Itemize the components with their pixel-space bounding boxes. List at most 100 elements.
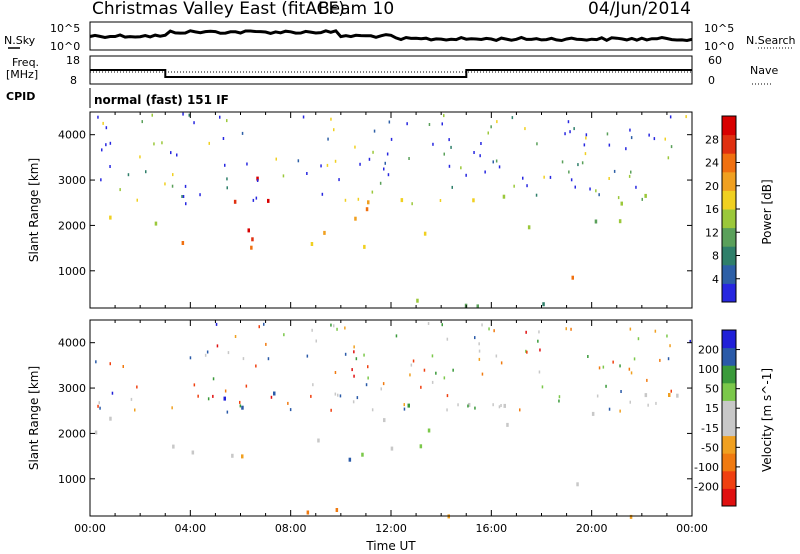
x-tick-label: 00:00: [74, 522, 106, 535]
power-cell: [379, 181, 382, 185]
power-cell: [594, 219, 598, 224]
power-cell: [368, 157, 371, 161]
power-cell: [583, 143, 586, 147]
power-cell: [448, 164, 451, 168]
velocity-cell: [655, 401, 657, 405]
power-cell: [176, 153, 178, 157]
velocity-colorbar-swatch: [722, 330, 736, 349]
power-cell: [465, 173, 467, 177]
power-cell: [241, 131, 244, 135]
velocity-cell: [334, 371, 337, 374]
velocity-cell: [646, 378, 648, 382]
power-cell: [490, 125, 492, 129]
velocity-y-tick-label: 2000: [58, 427, 86, 440]
velocity-y-tick-label: 4000: [58, 337, 86, 350]
velocity-cell: [446, 394, 449, 398]
velocity-cell: [570, 327, 572, 331]
power-cell: [472, 198, 475, 203]
velocity-cell: [409, 373, 411, 377]
velocity-cell: [467, 402, 471, 407]
power-cell: [479, 154, 481, 158]
velocity-cell: [620, 390, 622, 393]
velocity-cell: [337, 393, 339, 397]
velocity-cell: [339, 394, 342, 398]
power-cell: [372, 150, 374, 154]
power-cell: [480, 142, 482, 145]
power-cell: [384, 161, 386, 165]
power-cell: [406, 122, 408, 126]
power-cell: [428, 123, 431, 126]
velocity-cell: [383, 418, 386, 423]
velocity-colorbar-swatch: [722, 488, 736, 507]
velocity-cell: [333, 324, 335, 328]
power-cell: [357, 197, 360, 201]
power-cell: [333, 128, 335, 132]
power-cell: [606, 132, 609, 136]
power-colorbar-swatch: [722, 116, 736, 136]
freq-series: [90, 69, 692, 78]
power-cell: [635, 185, 637, 189]
velocity-cell: [241, 405, 244, 410]
velocity-cell: [367, 365, 369, 369]
power-colorbar-swatch: [722, 246, 736, 266]
velocity-cell: [212, 377, 215, 381]
velocity-cell: [207, 397, 210, 401]
velocity-cell: [289, 408, 292, 412]
velocity-colorbar-swatch: [722, 453, 736, 472]
power-cell: [181, 195, 183, 198]
velocity-cell: [644, 393, 648, 398]
x-tick-label: 16:00: [475, 522, 507, 535]
velocity-cell: [488, 327, 490, 331]
power-cell: [625, 147, 627, 151]
velocity-cell: [526, 350, 528, 354]
power-cell: [334, 159, 337, 163]
velocity-cell: [591, 411, 595, 416]
velocity-cell: [427, 428, 431, 433]
power-y-axis-label: Slant Range [km]: [27, 158, 41, 262]
power-cell: [184, 184, 187, 188]
power-cell: [641, 197, 643, 201]
velocity-y-ticks: 1000 2000 3000 4000: [58, 337, 692, 486]
power-cell: [595, 189, 597, 193]
power-cell: [109, 215, 112, 220]
power-cell: [344, 198, 347, 202]
velocity-cell: [537, 339, 539, 343]
velocity-cell: [310, 394, 312, 398]
power-cell: [450, 145, 452, 149]
velocity-cell: [498, 405, 501, 409]
power-cell: [496, 120, 498, 124]
velocity-panel: 1000 2000 3000 4000 00:00 04:00 08:00 12:00 16:…: [27, 319, 774, 535]
power-scatter: [97, 112, 687, 309]
power-cell: [630, 136, 633, 140]
power-colorbar-tick-label: 28: [705, 133, 719, 146]
power-cell: [567, 120, 570, 124]
nsearch-tick-top: 10^5: [704, 22, 734, 35]
velocity-cell: [619, 364, 621, 368]
power-cell: [511, 116, 514, 120]
power-cell: [105, 126, 108, 130]
freq-tick-top: 18: [66, 54, 80, 67]
velocity-cell: [431, 354, 434, 358]
power-cell: [365, 207, 369, 212]
velocity-cell: [191, 450, 195, 455]
power-cell: [222, 137, 225, 140]
velocity-cell: [382, 382, 385, 386]
x-tick-label: 12:00: [375, 522, 407, 535]
power-cell: [226, 186, 228, 190]
velocity-cell: [351, 368, 353, 372]
velocity-cell: [446, 337, 449, 341]
velocity-cell: [270, 395, 273, 399]
velocity-cell: [500, 404, 502, 407]
power-cell: [573, 127, 575, 131]
nave-label: Nave: [750, 64, 778, 77]
power-cell: [327, 137, 329, 141]
power-cell: [448, 138, 450, 142]
nsky-panel: N.Sky 10^5 10^0 10^5 10^0 N.Search: [4, 21, 796, 53]
power-colorbar-swatch: [722, 264, 736, 284]
power-colorbar-swatch: [722, 209, 736, 229]
power-cell: [502, 194, 506, 199]
velocity-cell: [99, 406, 101, 410]
velocity-cell: [371, 408, 374, 412]
power-cell: [170, 151, 172, 155]
velocity-cell: [481, 323, 483, 327]
